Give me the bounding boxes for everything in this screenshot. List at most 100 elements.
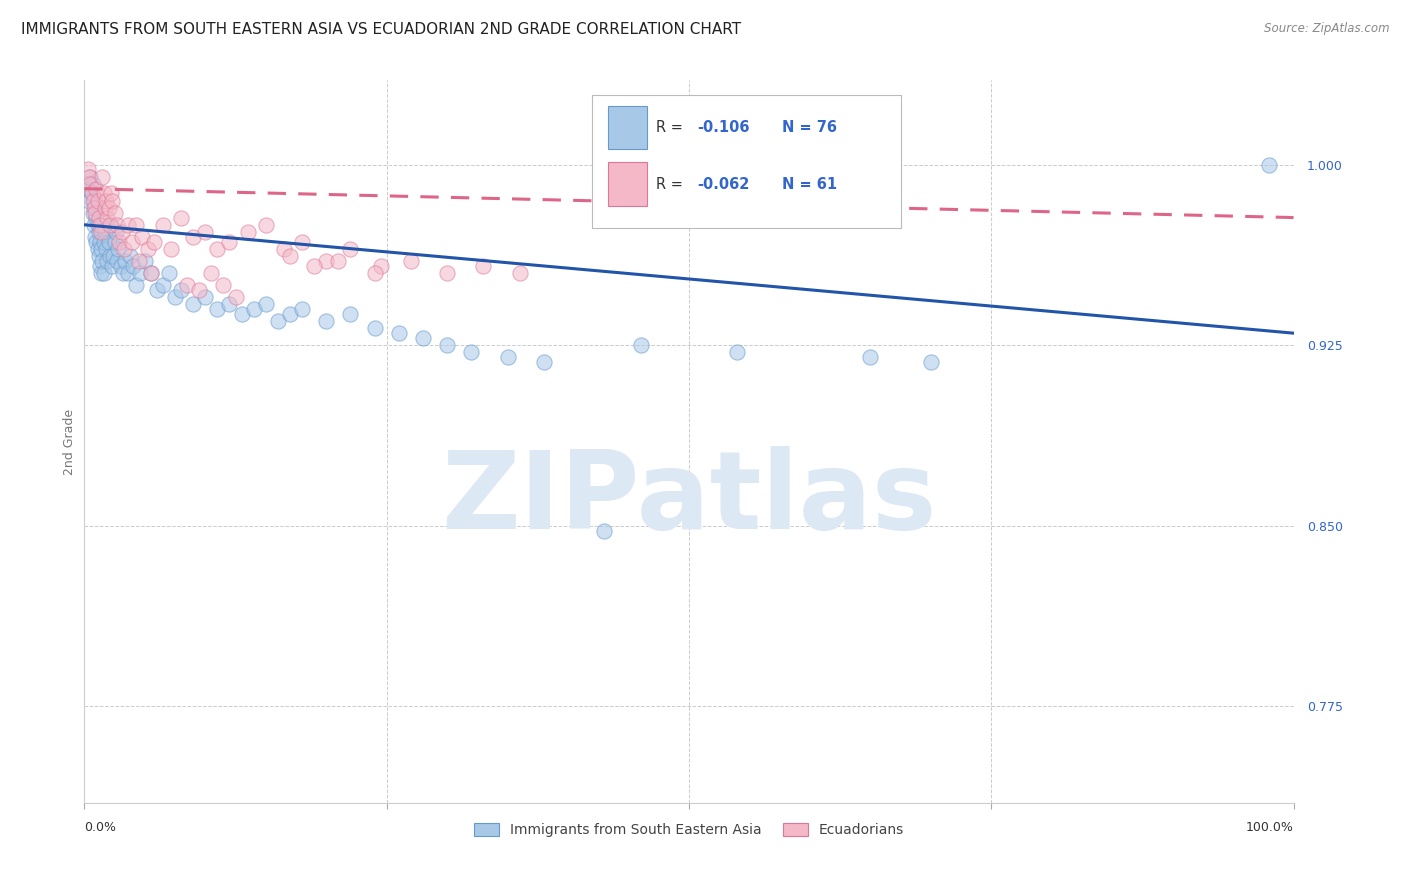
Point [94, 242, 117, 256]
Point [105, 218, 128, 232]
Text: N = 76: N = 76 [782, 120, 837, 135]
Point [152, 277, 174, 292]
Point [82, 205, 104, 219]
Text: R =: R = [657, 120, 688, 135]
Point [93, 266, 115, 280]
Point [533, 355, 555, 369]
Point [120, 249, 142, 263]
Point [100, 186, 122, 201]
Point [218, 297, 240, 311]
Point [107, 242, 129, 256]
Point [212, 277, 235, 292]
Point [93, 235, 115, 249]
Point [97, 201, 120, 215]
Point [79, 177, 101, 191]
Point [79, 169, 101, 184]
Point [370, 259, 392, 273]
Point [131, 229, 153, 244]
Point [315, 254, 337, 268]
Point [98, 249, 121, 263]
Point [412, 331, 434, 345]
Point [472, 259, 495, 273]
Point [254, 297, 277, 311]
Point [91, 218, 114, 232]
Point [77, 181, 100, 195]
Point [104, 235, 127, 249]
Point [83, 201, 105, 215]
Point [218, 235, 240, 249]
Point [399, 254, 422, 268]
Point [170, 211, 193, 225]
Point [80, 186, 103, 201]
FancyBboxPatch shape [592, 95, 901, 228]
Point [194, 290, 217, 304]
Point [111, 225, 134, 239]
Text: IMMIGRANTS FROM SOUTH EASTERN ASIA VS ECUADORIAN 2ND GRADE CORRELATION CHART: IMMIGRANTS FROM SOUTH EASTERN ASIA VS EC… [21, 22, 741, 37]
Point [89, 218, 111, 232]
Point [121, 235, 143, 249]
Point [101, 259, 124, 273]
Point [108, 235, 131, 249]
Point [496, 350, 519, 364]
Text: Source: ZipAtlas.com: Source: ZipAtlas.com [1264, 22, 1389, 36]
Point [86, 194, 108, 208]
Point [86, 218, 108, 232]
Point [77, 162, 100, 177]
Point [82, 194, 104, 208]
Point [98, 218, 121, 232]
Point [278, 249, 301, 263]
Point [77, 194, 100, 208]
Bar [607, 105, 647, 149]
Point [225, 290, 247, 304]
Point [509, 266, 531, 280]
Point [117, 266, 139, 280]
Point [90, 225, 112, 239]
Point [388, 326, 411, 340]
Point [291, 302, 314, 317]
Point [254, 218, 277, 232]
Point [83, 218, 105, 232]
Point [83, 194, 105, 208]
Point [87, 211, 110, 225]
Point [129, 266, 152, 280]
Point [194, 225, 217, 239]
Point [138, 242, 160, 256]
Point [328, 254, 350, 268]
Point [170, 283, 193, 297]
Point [80, 186, 103, 201]
Point [139, 266, 162, 280]
Point [94, 225, 117, 239]
Point [104, 205, 127, 219]
Point [96, 211, 118, 225]
Point [117, 218, 139, 232]
Point [101, 194, 124, 208]
Point [86, 235, 108, 249]
Point [267, 314, 290, 328]
Point [200, 266, 222, 280]
Text: ZIPatlas: ZIPatlas [441, 446, 936, 552]
Point [725, 345, 748, 359]
Point [859, 350, 882, 364]
Point [339, 307, 361, 321]
Point [181, 297, 204, 311]
Point [436, 338, 458, 352]
Point [110, 259, 132, 273]
Text: -0.062: -0.062 [697, 177, 749, 192]
Point [94, 194, 117, 208]
Point [315, 314, 337, 328]
Point [96, 254, 118, 268]
Point [82, 177, 104, 191]
Point [77, 169, 100, 184]
Point [128, 254, 150, 268]
Point [104, 225, 127, 239]
Point [112, 242, 135, 256]
Point [207, 302, 229, 317]
Point [157, 266, 180, 280]
Text: 100.0%: 100.0% [1246, 821, 1294, 834]
Point [1258, 157, 1281, 171]
Point [91, 169, 114, 184]
Point [97, 235, 120, 249]
Point [363, 266, 385, 280]
Point [593, 524, 616, 538]
Point [89, 259, 111, 273]
